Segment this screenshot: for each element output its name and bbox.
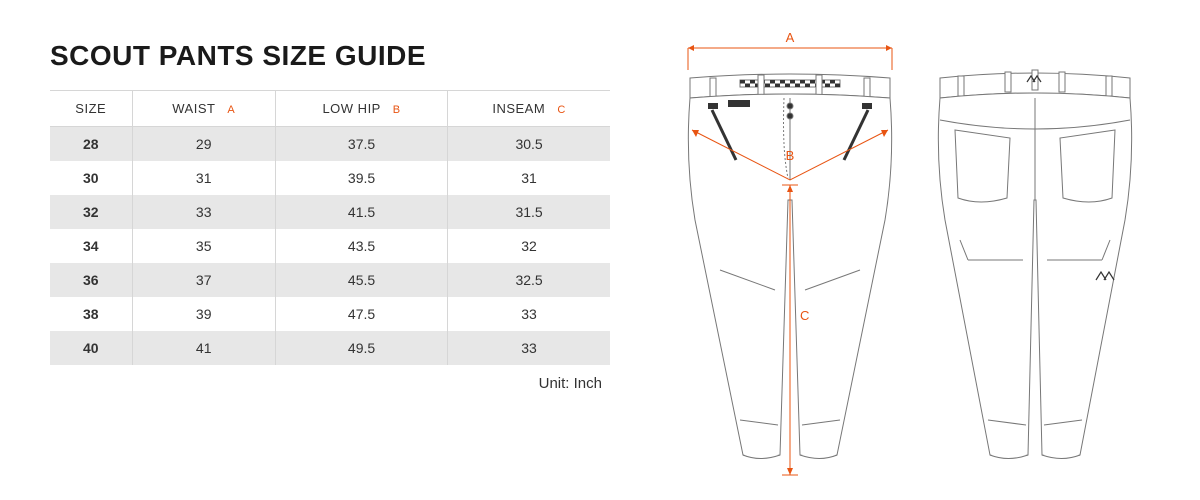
- table-row: 282937.530.5: [50, 127, 610, 162]
- col-sub: B: [393, 104, 401, 116]
- table-cell: 45.5: [275, 263, 447, 297]
- table-cell: 49.5: [275, 331, 447, 365]
- table-cell: 32.5: [448, 263, 610, 297]
- diagram-panel: A: [640, 40, 1150, 470]
- page-title: SCOUT PANTS SIZE GUIDE: [50, 40, 610, 72]
- table-cell: 39: [132, 297, 275, 331]
- table-row: 404149.533: [50, 331, 610, 365]
- size-table: SIZE WAIST A LOW HIP B INSEAM C: [50, 90, 610, 365]
- measure-c-label: C: [800, 308, 809, 323]
- col-label: INSEAM: [492, 101, 545, 116]
- table-cell: 41: [132, 331, 275, 365]
- table-cell: 30.5: [448, 127, 610, 162]
- table-cell: 29: [132, 127, 275, 162]
- table-cell: 32: [448, 229, 610, 263]
- table-cell: 31.5: [448, 195, 610, 229]
- col-sub: A: [227, 104, 235, 116]
- table-row: 303139.531: [50, 161, 610, 195]
- pants-back: [938, 70, 1131, 459]
- table-cell: 31: [448, 161, 610, 195]
- col-inseam: INSEAM C: [448, 91, 610, 127]
- col-lowhip: LOW HIP B: [275, 91, 447, 127]
- table-cell: 28: [50, 127, 132, 162]
- table-cell: 32: [50, 195, 132, 229]
- pants-diagram: A: [640, 20, 1160, 490]
- col-label: LOW HIP: [322, 101, 380, 116]
- table-row: 383947.533: [50, 297, 610, 331]
- col-sub: C: [557, 104, 565, 116]
- measure-b-label: B: [786, 148, 795, 163]
- table-cell: 33: [448, 297, 610, 331]
- unit-label: Unit: Inch: [50, 375, 610, 392]
- table-cell: 37.5: [275, 127, 447, 162]
- table-cell: 43.5: [275, 229, 447, 263]
- table-cell: 33: [132, 195, 275, 229]
- table-cell: 38: [50, 297, 132, 331]
- table-cell: 36: [50, 263, 132, 297]
- table-cell: 34: [50, 229, 132, 263]
- table-cell: 30: [50, 161, 132, 195]
- col-label: SIZE: [75, 101, 106, 116]
- table-row: 363745.532.5: [50, 263, 610, 297]
- measure-a: [688, 45, 892, 70]
- col-label: WAIST: [172, 101, 215, 116]
- table-row: 323341.531.5: [50, 195, 610, 229]
- size-guide-left: SCOUT PANTS SIZE GUIDE SIZE WAIST A LOW …: [50, 40, 610, 470]
- table-cell: 31: [132, 161, 275, 195]
- table-cell: 37: [132, 263, 275, 297]
- measure-a-label: A: [786, 30, 795, 45]
- table-cell: 47.5: [275, 297, 447, 331]
- table-cell: 39.5: [275, 161, 447, 195]
- table-cell: 33: [448, 331, 610, 365]
- col-size: SIZE: [50, 91, 132, 127]
- table-cell: 40: [50, 331, 132, 365]
- table-header-row: SIZE WAIST A LOW HIP B INSEAM C: [50, 91, 610, 127]
- table-cell: 41.5: [275, 195, 447, 229]
- col-waist: WAIST A: [132, 91, 275, 127]
- table-cell: 35: [132, 229, 275, 263]
- table-row: 343543.532: [50, 229, 610, 263]
